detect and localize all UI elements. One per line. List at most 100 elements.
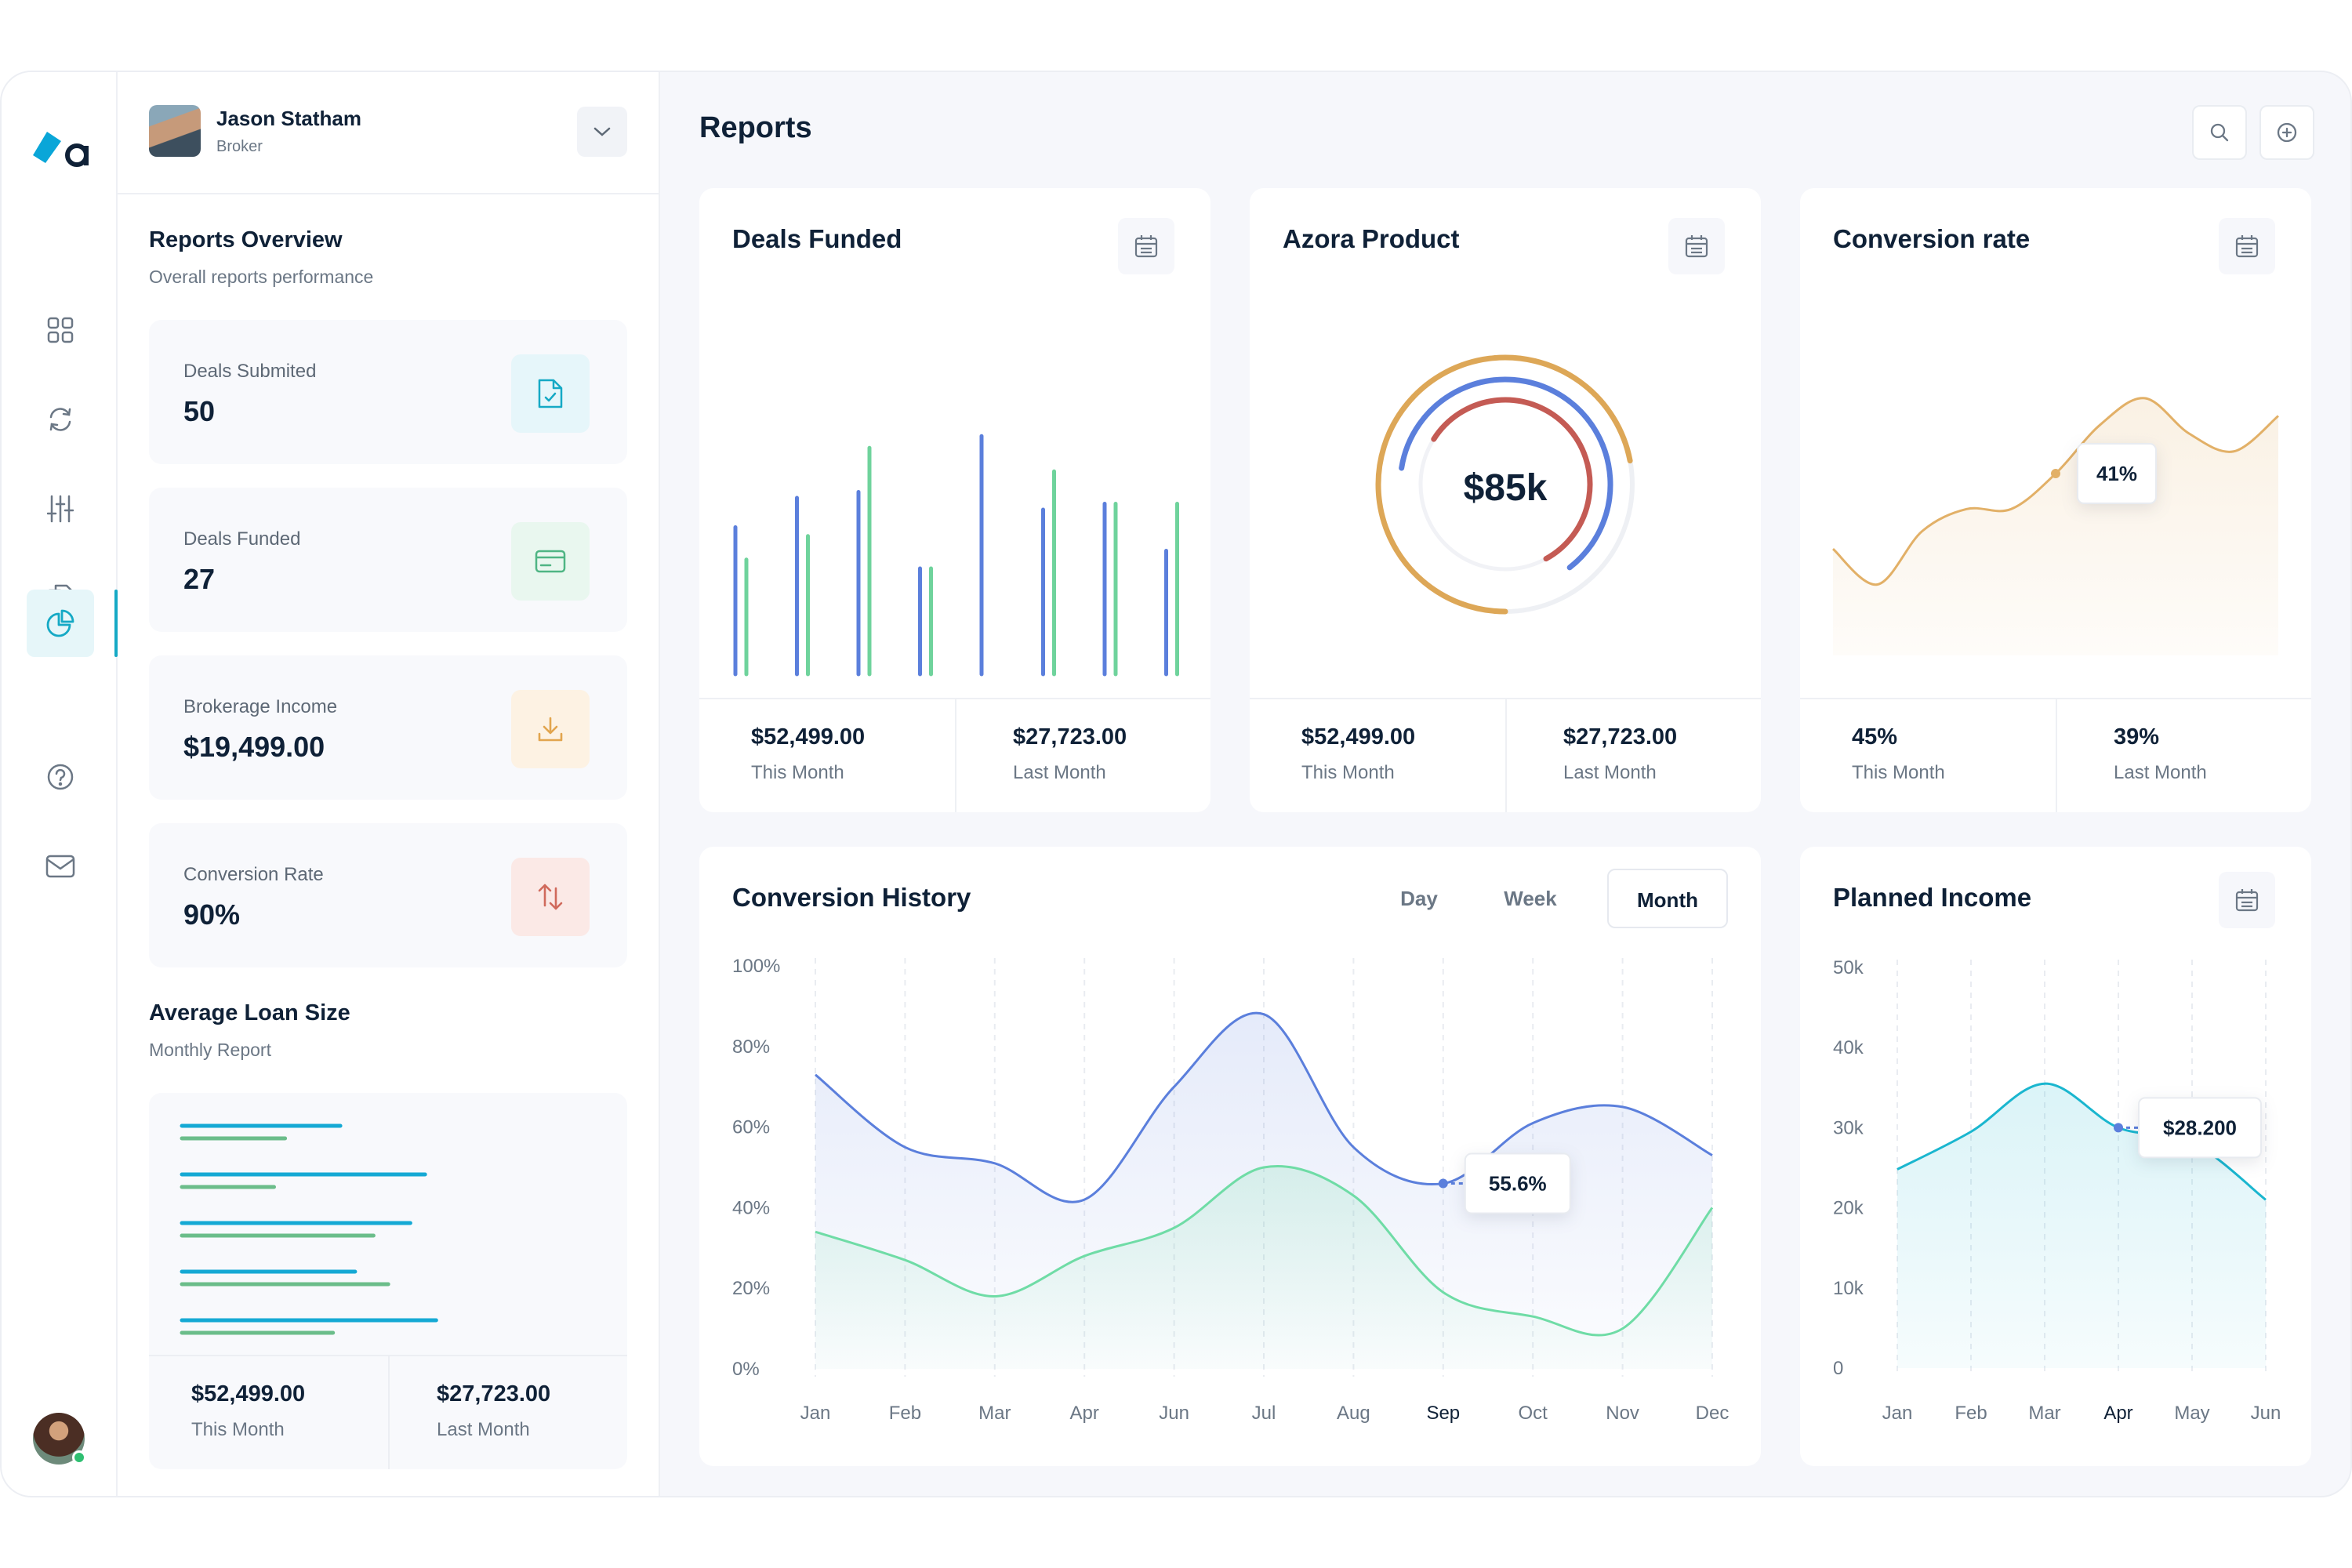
search-button[interactable] [2192,105,2247,160]
reports-overview-subtitle: Overall reports performance [149,267,374,287]
average-loan-size-title: Average Loan Size [149,1000,350,1025]
loan-this-month-label: This Month [191,1419,285,1440]
calendar-icon [1685,235,1708,258]
tab-month[interactable]: Month [1607,869,1728,928]
dashboard-grid-icon[interactable] [27,296,94,364]
x-tick-label: Jan [800,1403,831,1424]
tab-day[interactable]: Day [1400,887,1438,910]
stat-card[interactable]: Brokerage Income $19,499.00 [149,655,627,800]
planned-income-calendar-button[interactable] [2219,872,2275,928]
y-tick-label: 30k [1833,1117,1864,1138]
search-icon [2210,123,2229,142]
stat-value: $19,499.00 [183,731,325,763]
online-status-dot [72,1450,86,1465]
conversion-history-title: Conversion History [732,883,971,912]
ring-arc [1431,397,1593,562]
y-tick-label: 0% [732,1359,760,1380]
reports-overview-title: Reports Overview [149,227,343,252]
reports-pie-icon[interactable] [27,590,94,657]
sync-icon[interactable] [27,386,94,453]
average-loan-size-card: $52,499.00 This Month $27,723.00 Last Mo… [149,1093,627,1469]
loan-last-month-value: $27,723.00 [437,1381,551,1406]
stat-card[interactable]: Deals Funded 27 [149,488,627,632]
calendar-icon [2235,889,2259,912]
file-check-icon [511,354,590,433]
y-tick-label: 80% [732,1036,770,1058]
deals-funded-calendar-button[interactable] [1118,218,1174,274]
deals-funded-title: Deals Funded [732,224,902,253]
conversion-rate-footer: 45% This Month 39% Last Month [1800,698,2311,812]
add-button[interactable] [2259,105,2314,160]
x-tick-label: Jul [1252,1403,1276,1424]
stat-label: Deals Submited [183,361,317,382]
conversion-rate-tooltip: 41% [2077,443,2157,505]
azora-last-month-label: Last Month [1563,762,1657,783]
card-icon [511,522,590,601]
ring-arc [1399,376,1613,571]
planned-income-point [2114,1123,2123,1133]
conversion-last-month-value: 39% [2114,724,2160,750]
azora-product-card: Azora Product $85k $52,499.00 This Month… [1250,188,1761,812]
average-loan-size-subtitle: Monthly Report [149,1040,271,1060]
planned-income-tooltip: $28.200 [2138,1097,2262,1159]
y-tick-label: 10k [1833,1278,1864,1299]
conversion-rate-card: Conversion rate 41% 45% This Month 39% L… [1800,188,2311,812]
y-tick-label: 100% [732,956,780,977]
azora-this-month-value: $52,499.00 [1301,724,1416,750]
profile-header: Jason Statham Broker [118,72,659,194]
azora-product-calendar-button[interactable] [1668,218,1725,274]
deals-funded-bar-chart [733,434,1179,677]
main-content: Reports Deals Funded $52,499.00 This Mon… [660,72,2350,1496]
user-role: Broker [216,138,263,155]
deals-funded-this-month-value: $52,499.00 [751,724,866,750]
help-icon[interactable] [27,743,94,811]
stat-card[interactable]: Deals Submited 50 [149,320,627,464]
loan-size-chart [180,1123,438,1335]
page-title: Reports [699,111,812,144]
y-tick-label: 50k [1833,957,1864,978]
x-tick-label: Oct [1519,1403,1548,1424]
calendar-icon [2235,235,2259,258]
mail-icon[interactable] [27,833,94,900]
planned-income-card: Planned Income Jan Feb Mar Apr May Jun 50k 40k 3… [1800,847,2311,1466]
x-tick-label: Nov [1606,1403,1639,1424]
svg-text:$28.200: $28.200 [2163,1116,2237,1139]
stat-value: 50 [183,395,216,427]
plus-circle-icon [2277,122,2297,143]
chevron-down-icon [593,127,611,136]
loan-size-footer: $52,499.00 This Month $27,723.00 Last Mo… [149,1355,627,1469]
conversion-this-month-label: This Month [1852,762,1945,783]
profile-dropdown-button[interactable] [577,107,627,157]
active-nav-indicator [114,590,118,657]
icon-rail [2,72,118,1496]
deals-funded-card: Deals Funded $52,499.00 This Month $27,7… [699,188,1210,812]
conversion-last-month-label: Last Month [2114,762,2207,783]
conversion-rate-calendar-button[interactable] [2219,218,2275,274]
sliders-icon[interactable] [27,475,94,543]
stat-label: Deals Funded [183,528,301,550]
conversion-history-card: Conversion History Day Week Month Jan Feb… [699,847,1761,1466]
transfer-icon [511,858,590,936]
x-tick-label: Apr [1070,1403,1099,1424]
x-tick-label: Apr [2103,1403,2132,1424]
brand-logo-icon[interactable] [31,129,94,176]
reports-side-panel: Jason Statham Broker Reports Overview Ov… [118,72,660,1496]
deals-funded-footer: $52,499.00 This Month $27,723.00 Last Mo… [699,698,1210,812]
conversion-history-line [815,1011,1713,1203]
loan-this-month-value: $52,499.00 [191,1381,306,1406]
azora-product-ring-chart: $85k [1375,354,1635,615]
stat-card[interactable]: Conversion Rate 90% [149,823,627,967]
conversion-history-chart: Jan Feb Mar Apr Jun Jul Aug Sep Oct Nov Dec 100% 80%… [732,956,1730,1424]
x-tick-label: Dec [1696,1403,1730,1424]
current-user-avatar[interactable] [33,1413,86,1465]
conversion-rate-area [1833,397,2278,655]
conversion-history-point [1438,1178,1448,1189]
calendar-icon [1134,235,1158,258]
tab-week[interactable]: Week [1504,887,1557,910]
download-icon [511,690,590,768]
x-tick-label: Sep [1426,1403,1460,1424]
app-window: Jason Statham Broker Reports Overview Ov… [0,71,2352,1497]
azora-center-value: $85k [1464,467,1548,509]
user-avatar [149,105,201,157]
azora-product-footer: $52,499.00 This Month $27,723.00 Last Mo… [1250,698,1761,812]
